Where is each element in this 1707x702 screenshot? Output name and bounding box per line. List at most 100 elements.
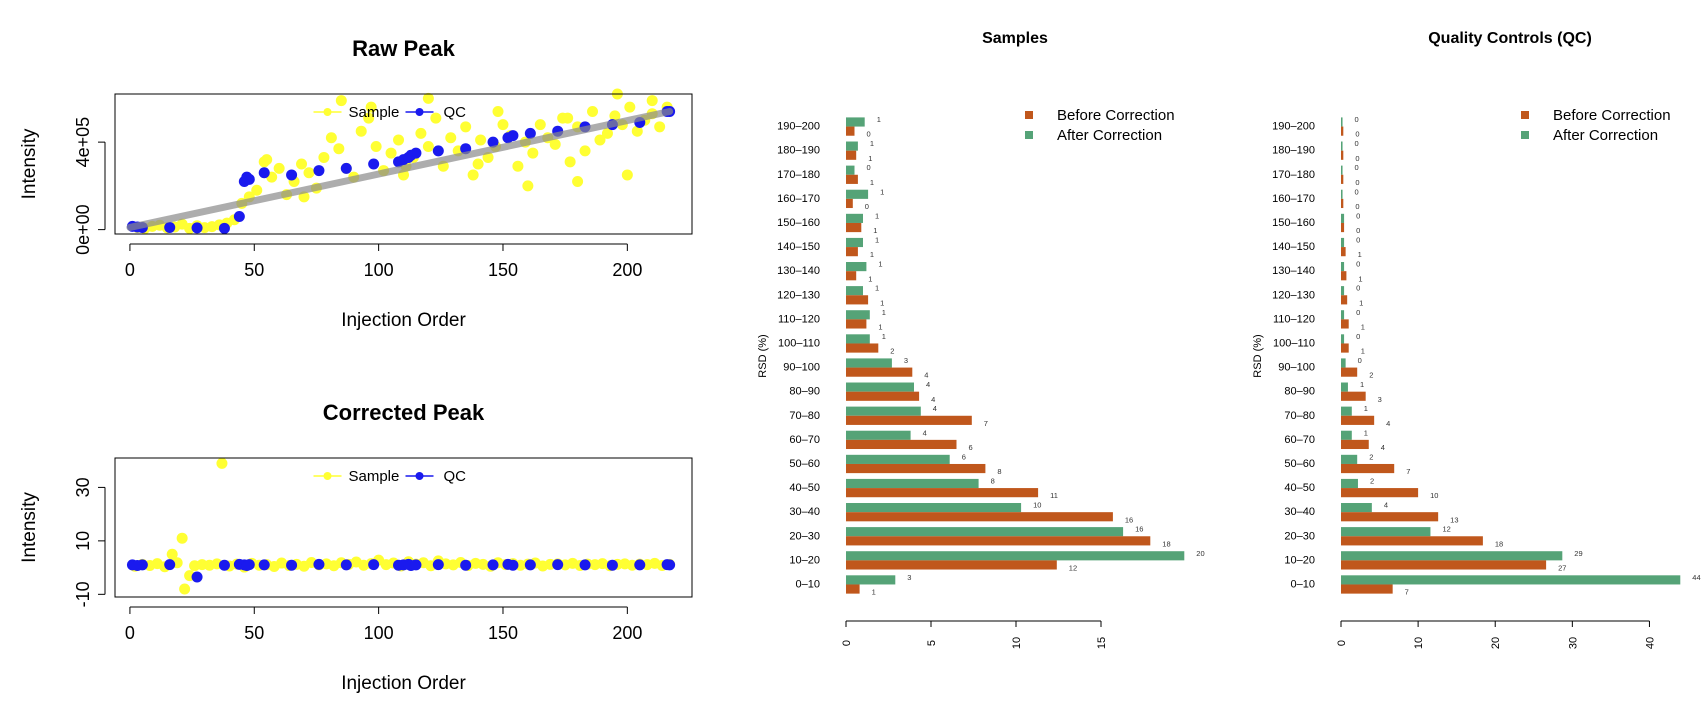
category-label: 90–100 xyxy=(783,362,820,374)
after-bar xyxy=(1341,286,1345,296)
legend-before-label: Before Correction xyxy=(1057,107,1175,124)
after-value-label: 1 xyxy=(875,211,879,220)
sample-point xyxy=(467,169,479,181)
scatter-panel-1: Corrected Peak 0 50 100 150 200 Injection Orde… xyxy=(19,400,693,694)
sample-point xyxy=(621,169,633,181)
qc-point xyxy=(432,559,444,571)
bar-row-40–50: 2 10 40–50 xyxy=(1284,476,1438,500)
before-bar xyxy=(846,512,1113,522)
sample-point xyxy=(601,127,613,139)
after-bar xyxy=(846,237,863,248)
qc-point xyxy=(487,559,499,571)
bar-row-80–90: 1 3 80–90 xyxy=(1284,380,1381,404)
sample-point xyxy=(385,147,397,159)
before-bar xyxy=(1341,295,1348,305)
before-bar xyxy=(1341,222,1345,233)
legend-before-swatch xyxy=(1521,111,1529,119)
after-bar xyxy=(846,286,863,296)
series-qc xyxy=(126,558,676,583)
bar-row-190–200: 10 190–200 xyxy=(777,115,881,139)
x-tick-label: 200 xyxy=(612,623,642,643)
category-label: 150–160 xyxy=(1272,217,1315,229)
sample-point xyxy=(422,92,434,104)
after-bar xyxy=(1341,117,1343,127)
bar-row-100–110: 01 100–110 xyxy=(1273,332,1365,356)
before-bar xyxy=(1341,488,1419,498)
sample-point xyxy=(261,154,273,166)
after-bar xyxy=(846,406,921,416)
before-value-label: 12 xyxy=(1069,564,1077,573)
chart-title: Corrected Peak xyxy=(323,400,485,425)
y-axis-label: RSD (%) xyxy=(757,334,769,377)
legend-sample-label: Sample xyxy=(349,468,400,485)
before-value-label: 7 xyxy=(1405,588,1409,597)
after-bar xyxy=(1341,310,1345,320)
before-bar xyxy=(1341,463,1395,474)
before-bar xyxy=(1341,415,1375,425)
after-value-label: 1 xyxy=(875,235,879,244)
after-value-label: 0 xyxy=(1356,332,1360,341)
x-tick-label: 100 xyxy=(364,623,394,643)
category-label: 140–150 xyxy=(777,241,820,253)
category-label: 150–160 xyxy=(777,217,820,229)
after-value-label: 1 xyxy=(875,284,879,293)
after-value-label: 0 xyxy=(1355,115,1359,124)
qc-point xyxy=(368,559,380,571)
category-label: 100–110 xyxy=(778,337,820,349)
category-label: 20–30 xyxy=(789,530,820,542)
x-tick-label: 100 xyxy=(364,260,394,280)
before-value-label: 1 xyxy=(870,250,874,259)
qc-point xyxy=(487,136,499,148)
qc-point xyxy=(191,222,203,234)
before-bar xyxy=(846,222,862,233)
before-value-label: 0 xyxy=(1355,178,1359,187)
before-value-label: 1 xyxy=(868,154,872,163)
x-tick-label: 20 xyxy=(1490,637,1502,649)
before-bar xyxy=(846,560,1057,570)
qc-point xyxy=(164,221,176,233)
x-tick-label: 50 xyxy=(244,260,264,280)
before-value-label: 1 xyxy=(870,178,874,187)
sample-point xyxy=(251,184,263,196)
before-value-label: 1 xyxy=(872,588,876,597)
before-bar xyxy=(846,367,913,377)
after-bar xyxy=(1341,406,1352,416)
plot-frame xyxy=(114,457,693,598)
before-value-label: 4 xyxy=(931,395,935,404)
sample-point xyxy=(430,112,442,124)
after-bar xyxy=(846,382,914,392)
before-value-label: 0 xyxy=(867,130,871,139)
before-value-label: 16 xyxy=(1125,515,1133,524)
before-value-label: 1 xyxy=(1361,347,1365,356)
after-value-label: 1 xyxy=(882,308,886,317)
bar-row-140–150: 11 140–150 xyxy=(777,235,879,259)
after-bar xyxy=(1341,527,1431,537)
bar-row-160–170: 0 0 160–170 xyxy=(1272,187,1359,211)
scatter-panel-0: Raw Peak 0 50 100 150 200 Injection Order 0e+00… xyxy=(19,36,693,331)
after-value-label: 0 xyxy=(1356,284,1360,293)
qc-point xyxy=(164,559,176,571)
after-value-label: 2 xyxy=(1369,452,1373,461)
after-bar xyxy=(846,454,950,464)
qc-point xyxy=(410,147,422,159)
before-bar xyxy=(846,343,879,353)
sample-point xyxy=(609,110,621,122)
after-bar xyxy=(1341,334,1345,344)
legend: Before Correction After Correction xyxy=(1025,107,1175,144)
before-value-label: 13 xyxy=(1450,515,1458,524)
sample-point xyxy=(363,112,375,124)
sample-point xyxy=(512,160,524,172)
after-value-label: 44 xyxy=(1692,573,1700,582)
before-value-label: 1 xyxy=(1361,323,1365,332)
before-bar xyxy=(1341,439,1369,450)
legend-after-swatch xyxy=(1025,131,1033,139)
sample-point xyxy=(497,119,509,131)
before-value-label: 4 xyxy=(1381,443,1385,452)
before-value-label: 3 xyxy=(1378,395,1382,404)
category-label: 140–150 xyxy=(1272,241,1315,253)
trend-line xyxy=(126,108,674,231)
after-bar xyxy=(846,358,892,368)
sample-point xyxy=(422,141,434,152)
x-tick-label: 30 xyxy=(1567,637,1579,649)
after-value-label: 29 xyxy=(1574,549,1582,558)
